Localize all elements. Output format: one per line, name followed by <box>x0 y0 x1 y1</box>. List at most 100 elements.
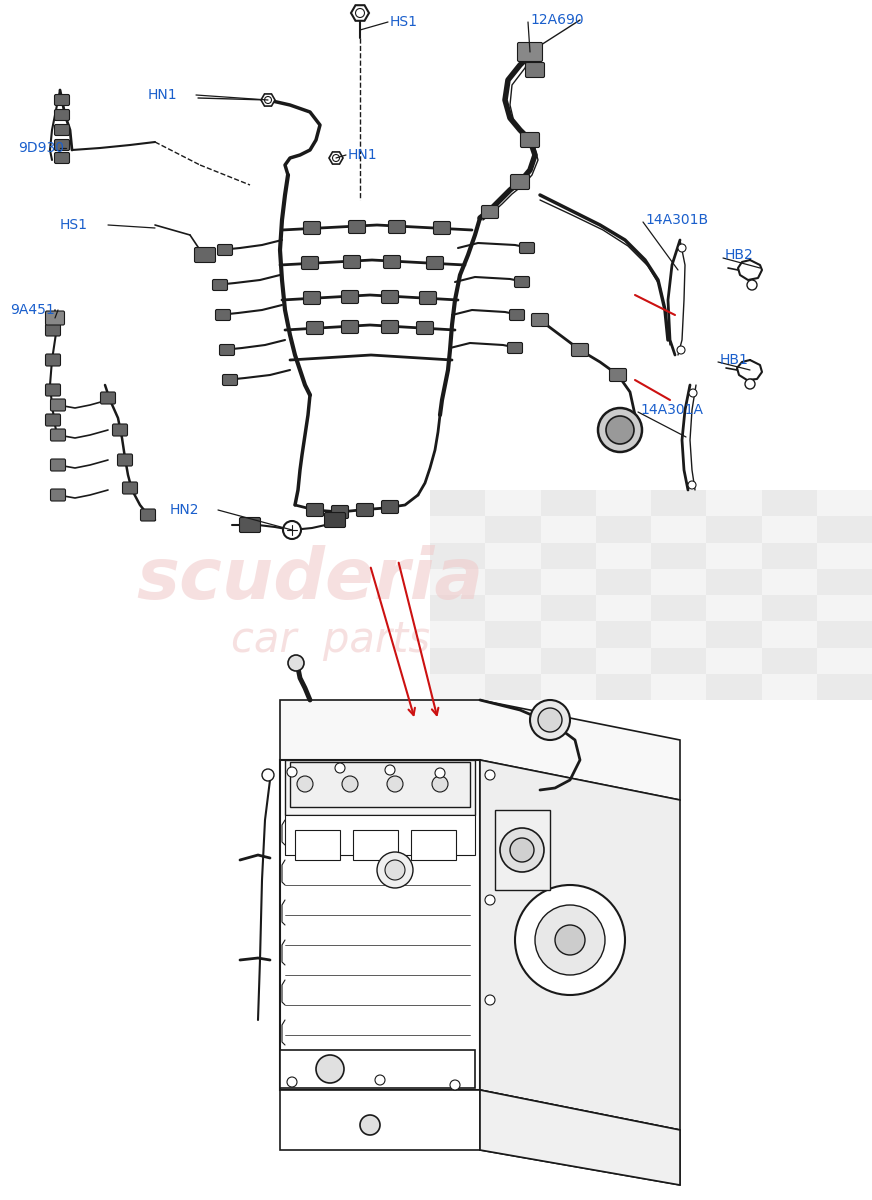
Bar <box>541 648 596 673</box>
FancyBboxPatch shape <box>382 500 399 514</box>
Circle shape <box>747 280 757 290</box>
Text: HS1: HS1 <box>390 14 418 29</box>
FancyBboxPatch shape <box>532 313 548 326</box>
FancyBboxPatch shape <box>433 222 451 234</box>
FancyBboxPatch shape <box>140 509 155 521</box>
Bar <box>706 622 761 648</box>
Bar <box>651 648 706 673</box>
Bar <box>761 569 817 595</box>
Circle shape <box>262 769 274 781</box>
FancyBboxPatch shape <box>419 292 437 305</box>
Text: 9A451: 9A451 <box>10 302 55 317</box>
Bar <box>761 516 817 542</box>
Circle shape <box>485 895 495 905</box>
FancyBboxPatch shape <box>344 256 360 269</box>
FancyBboxPatch shape <box>520 242 535 253</box>
Bar <box>485 569 541 595</box>
Bar <box>596 569 651 595</box>
Polygon shape <box>280 1090 480 1150</box>
Bar <box>411 830 456 860</box>
Bar <box>485 648 541 673</box>
Circle shape <box>264 96 271 103</box>
FancyBboxPatch shape <box>349 221 365 234</box>
Bar <box>285 815 475 854</box>
Circle shape <box>689 389 697 397</box>
Bar <box>495 810 550 890</box>
Bar <box>596 648 651 673</box>
Bar <box>761 595 817 622</box>
Circle shape <box>335 763 345 773</box>
Circle shape <box>535 905 605 974</box>
FancyBboxPatch shape <box>517 42 542 61</box>
Circle shape <box>555 925 585 955</box>
Bar <box>817 595 872 622</box>
Bar <box>706 516 761 542</box>
Bar <box>430 490 485 516</box>
Bar <box>596 595 651 622</box>
FancyBboxPatch shape <box>213 280 228 290</box>
FancyBboxPatch shape <box>55 152 70 163</box>
Bar <box>761 622 817 648</box>
Polygon shape <box>280 700 680 800</box>
Text: 14A301A: 14A301A <box>640 403 703 416</box>
Circle shape <box>510 838 534 862</box>
Polygon shape <box>480 1090 680 1186</box>
Circle shape <box>385 860 405 880</box>
FancyBboxPatch shape <box>510 174 529 190</box>
FancyBboxPatch shape <box>122 482 138 494</box>
Bar <box>596 673 651 700</box>
Bar <box>706 569 761 595</box>
FancyBboxPatch shape <box>481 205 499 218</box>
FancyBboxPatch shape <box>389 221 405 234</box>
Bar <box>430 516 485 542</box>
FancyBboxPatch shape <box>45 354 60 366</box>
Bar <box>706 542 761 569</box>
Polygon shape <box>351 5 369 20</box>
Circle shape <box>287 1078 297 1087</box>
Bar <box>596 490 651 516</box>
Bar <box>596 542 651 569</box>
Bar <box>651 622 706 648</box>
Circle shape <box>677 346 685 354</box>
Polygon shape <box>480 760 680 1130</box>
Circle shape <box>598 408 642 452</box>
Bar <box>817 516 872 542</box>
FancyBboxPatch shape <box>55 139 70 150</box>
Bar <box>706 648 761 673</box>
FancyBboxPatch shape <box>324 512 345 528</box>
Bar <box>541 595 596 622</box>
Bar <box>596 622 651 648</box>
FancyBboxPatch shape <box>55 95 70 106</box>
FancyBboxPatch shape <box>215 310 230 320</box>
Bar <box>817 490 872 516</box>
Circle shape <box>606 416 634 444</box>
Bar <box>651 595 706 622</box>
Bar <box>285 760 475 815</box>
Bar <box>541 673 596 700</box>
Circle shape <box>485 770 495 780</box>
Bar <box>353 830 398 860</box>
Circle shape <box>678 244 686 252</box>
Circle shape <box>387 776 403 792</box>
Bar <box>761 673 817 700</box>
Text: 9D930: 9D930 <box>18 140 64 155</box>
Bar <box>430 673 485 700</box>
FancyBboxPatch shape <box>417 322 433 335</box>
Bar <box>817 542 872 569</box>
FancyBboxPatch shape <box>302 257 318 270</box>
Circle shape <box>515 886 625 995</box>
Text: 12A690: 12A690 <box>530 13 583 26</box>
Text: HB2: HB2 <box>725 248 753 262</box>
Bar <box>651 673 706 700</box>
Bar <box>541 542 596 569</box>
FancyBboxPatch shape <box>303 222 321 234</box>
Circle shape <box>432 776 448 792</box>
FancyBboxPatch shape <box>51 490 65 502</box>
Polygon shape <box>261 94 275 106</box>
Text: HN1: HN1 <box>148 88 178 102</box>
Bar <box>817 673 872 700</box>
FancyBboxPatch shape <box>45 324 60 336</box>
Circle shape <box>385 766 395 775</box>
Circle shape <box>316 1055 344 1082</box>
FancyBboxPatch shape <box>222 374 237 385</box>
